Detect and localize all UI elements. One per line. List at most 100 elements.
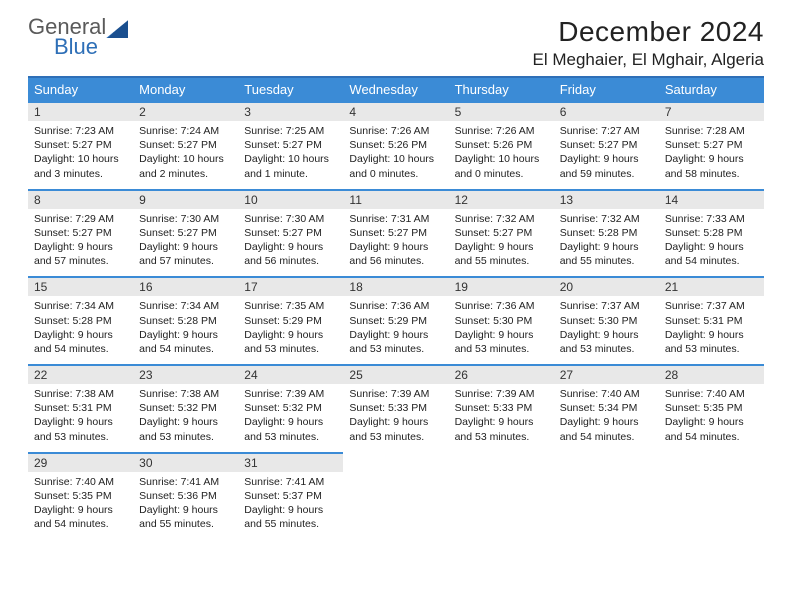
day-detail-cell: Sunrise: 7:36 AMSunset: 5:29 PMDaylight:… — [343, 296, 448, 365]
sunset-text: Sunset: 5:27 PM — [560, 138, 653, 152]
sunrise-text: Sunrise: 7:39 AM — [349, 387, 442, 401]
sunset-text: Sunset: 5:27 PM — [34, 226, 127, 240]
day-number-cell: 14 — [659, 190, 764, 209]
sunrise-text: Sunrise: 7:40 AM — [34, 475, 127, 489]
weekday-header: Friday — [554, 77, 659, 102]
calendar-daynum-row: 1234567 — [28, 102, 764, 121]
day-detail-cell: Sunrise: 7:40 AMSunset: 5:35 PMDaylight:… — [659, 384, 764, 453]
sunrise-text: Sunrise: 7:32 AM — [560, 212, 653, 226]
sunrise-text: Sunrise: 7:23 AM — [34, 124, 127, 138]
day-detail-cell: Sunrise: 7:31 AMSunset: 5:27 PMDaylight:… — [343, 209, 448, 278]
brand-logo: General Blue — [28, 16, 128, 58]
day-detail-cell: Sunrise: 7:34 AMSunset: 5:28 PMDaylight:… — [133, 296, 238, 365]
day-number-cell: 27 — [554, 365, 659, 384]
day-detail-cell — [449, 472, 554, 540]
day-number-cell: 17 — [238, 277, 343, 296]
daylight-text: Daylight: 9 hours and 53 minutes. — [244, 328, 337, 356]
sunrise-text: Sunrise: 7:38 AM — [139, 387, 232, 401]
day-detail-cell: Sunrise: 7:25 AMSunset: 5:27 PMDaylight:… — [238, 121, 343, 190]
day-number-cell: 3 — [238, 102, 343, 121]
day-number-cell: 28 — [659, 365, 764, 384]
month-title: December 2024 — [532, 16, 764, 48]
sunrise-text: Sunrise: 7:26 AM — [349, 124, 442, 138]
page: General Blue December 2024 El Meghaier, … — [0, 0, 792, 549]
sunset-text: Sunset: 5:30 PM — [560, 314, 653, 328]
day-number-cell: 9 — [133, 190, 238, 209]
calendar-detail-row: Sunrise: 7:34 AMSunset: 5:28 PMDaylight:… — [28, 296, 764, 365]
day-detail-cell: Sunrise: 7:32 AMSunset: 5:27 PMDaylight:… — [449, 209, 554, 278]
day-number-cell — [659, 453, 764, 472]
sunrise-text: Sunrise: 7:37 AM — [665, 299, 758, 313]
daylight-text: Daylight: 9 hours and 59 minutes. — [560, 152, 653, 180]
sunrise-text: Sunrise: 7:31 AM — [349, 212, 442, 226]
day-detail-cell: Sunrise: 7:27 AMSunset: 5:27 PMDaylight:… — [554, 121, 659, 190]
daylight-text: Daylight: 9 hours and 54 minutes. — [139, 328, 232, 356]
day-number-cell: 6 — [554, 102, 659, 121]
day-number-cell: 11 — [343, 190, 448, 209]
sunrise-text: Sunrise: 7:29 AM — [34, 212, 127, 226]
sunrise-text: Sunrise: 7:27 AM — [560, 124, 653, 138]
sunrise-text: Sunrise: 7:39 AM — [244, 387, 337, 401]
sunrise-text: Sunrise: 7:37 AM — [560, 299, 653, 313]
daylight-text: Daylight: 10 hours and 1 minute. — [244, 152, 337, 180]
daylight-text: Daylight: 9 hours and 53 minutes. — [139, 415, 232, 443]
day-number-cell: 23 — [133, 365, 238, 384]
sunset-text: Sunset: 5:33 PM — [349, 401, 442, 415]
day-detail-cell: Sunrise: 7:26 AMSunset: 5:26 PMDaylight:… — [343, 121, 448, 190]
sunrise-text: Sunrise: 7:24 AM — [139, 124, 232, 138]
day-detail-cell: Sunrise: 7:28 AMSunset: 5:27 PMDaylight:… — [659, 121, 764, 190]
sunset-text: Sunset: 5:28 PM — [665, 226, 758, 240]
weekday-header: Monday — [133, 77, 238, 102]
day-detail-cell: Sunrise: 7:37 AMSunset: 5:31 PMDaylight:… — [659, 296, 764, 365]
daylight-text: Daylight: 9 hours and 57 minutes. — [34, 240, 127, 268]
sunset-text: Sunset: 5:29 PM — [349, 314, 442, 328]
sunrise-text: Sunrise: 7:28 AM — [665, 124, 758, 138]
calendar-detail-row: Sunrise: 7:29 AMSunset: 5:27 PMDaylight:… — [28, 209, 764, 278]
daylight-text: Daylight: 9 hours and 53 minutes. — [244, 415, 337, 443]
weekday-header: Saturday — [659, 77, 764, 102]
sunrise-text: Sunrise: 7:30 AM — [244, 212, 337, 226]
sunrise-text: Sunrise: 7:36 AM — [455, 299, 548, 313]
day-number-cell: 22 — [28, 365, 133, 384]
sunset-text: Sunset: 5:27 PM — [34, 138, 127, 152]
day-detail-cell: Sunrise: 7:38 AMSunset: 5:32 PMDaylight:… — [133, 384, 238, 453]
day-detail-cell — [554, 472, 659, 540]
daylight-text: Daylight: 9 hours and 53 minutes. — [560, 328, 653, 356]
daylight-text: Daylight: 9 hours and 54 minutes. — [34, 503, 127, 531]
day-detail-cell: Sunrise: 7:32 AMSunset: 5:28 PMDaylight:… — [554, 209, 659, 278]
day-detail-cell: Sunrise: 7:24 AMSunset: 5:27 PMDaylight:… — [133, 121, 238, 190]
calendar-daynum-row: 15161718192021 — [28, 277, 764, 296]
day-number-cell: 4 — [343, 102, 448, 121]
sunrise-text: Sunrise: 7:26 AM — [455, 124, 548, 138]
daylight-text: Daylight: 9 hours and 54 minutes. — [34, 328, 127, 356]
sail-icon — [106, 20, 128, 38]
sunset-text: Sunset: 5:28 PM — [139, 314, 232, 328]
weekday-header: Wednesday — [343, 77, 448, 102]
daylight-text: Daylight: 9 hours and 55 minutes. — [139, 503, 232, 531]
day-number-cell — [449, 453, 554, 472]
daylight-text: Daylight: 9 hours and 57 minutes. — [139, 240, 232, 268]
sunset-text: Sunset: 5:37 PM — [244, 489, 337, 503]
daylight-text: Daylight: 9 hours and 53 minutes. — [349, 328, 442, 356]
day-detail-cell: Sunrise: 7:36 AMSunset: 5:30 PMDaylight:… — [449, 296, 554, 365]
daylight-text: Daylight: 9 hours and 56 minutes. — [349, 240, 442, 268]
day-detail-cell: Sunrise: 7:41 AMSunset: 5:36 PMDaylight:… — [133, 472, 238, 540]
brand-text: General Blue — [28, 16, 106, 58]
sunrise-text: Sunrise: 7:39 AM — [455, 387, 548, 401]
calendar-table: Sunday Monday Tuesday Wednesday Thursday… — [28, 76, 764, 539]
day-number-cell: 21 — [659, 277, 764, 296]
day-detail-cell: Sunrise: 7:39 AMSunset: 5:32 PMDaylight:… — [238, 384, 343, 453]
sunrise-text: Sunrise: 7:34 AM — [34, 299, 127, 313]
calendar-detail-row: Sunrise: 7:38 AM Sunset: 5:31 PM Daylight:… — [28, 384, 764, 453]
sunrise-text: Sunrise: 7:35 AM — [244, 299, 337, 313]
calendar-detail-row: Sunrise: 7:40 AMSunset: 5:35 PMDaylight:… — [28, 472, 764, 540]
calendar-daynum-row: 22232425262728 — [28, 365, 764, 384]
sunset-text: Sunset: 5:27 PM — [455, 226, 548, 240]
day-number-cell: 24 — [238, 365, 343, 384]
sunset-text: Sunset: 5:27 PM — [665, 138, 758, 152]
sunrise-text: Sunrise: 7:36 AM — [349, 299, 442, 313]
day-detail-cell: Sunrise: 7:41 AMSunset: 5:37 PMDaylight:… — [238, 472, 343, 540]
sunrise-text: Sunrise: 7:30 AM — [139, 212, 232, 226]
day-number-cell: 20 — [554, 277, 659, 296]
sunset-text: Sunset: 5:31 PM — [34, 401, 127, 415]
